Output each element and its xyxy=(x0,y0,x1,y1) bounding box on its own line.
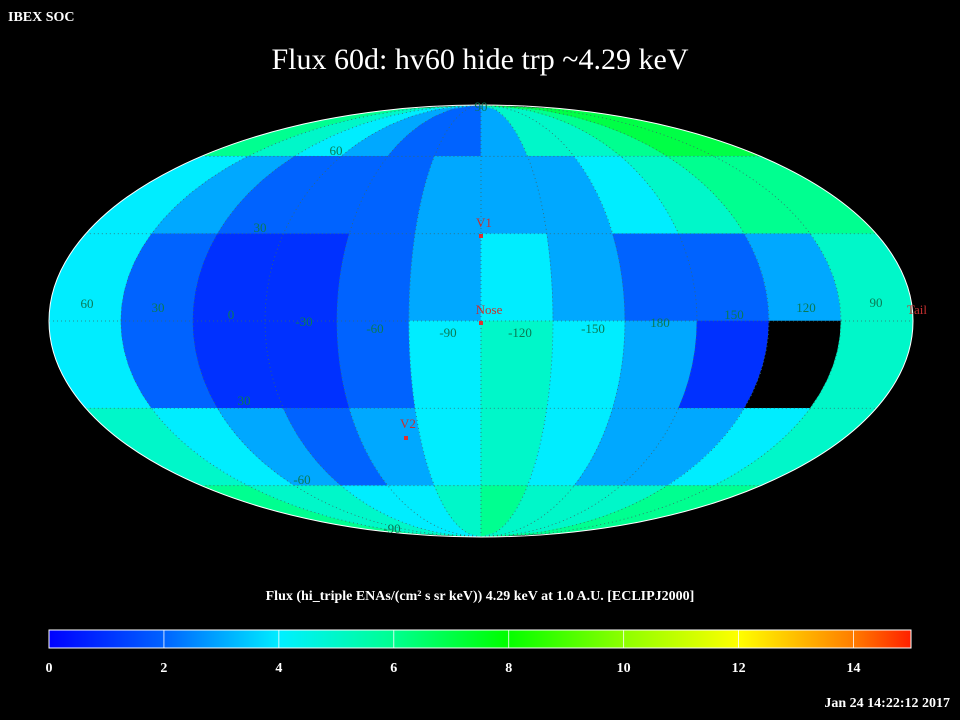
colorbar xyxy=(48,629,912,649)
lat-label: -90 xyxy=(383,521,400,536)
marker-label: V2 xyxy=(400,416,416,431)
lon-label: -150 xyxy=(581,321,605,336)
lon-label: 0 xyxy=(228,307,235,322)
lon-label: -60 xyxy=(366,321,383,336)
org-label: IBEX SOC xyxy=(8,10,75,25)
marker-dot xyxy=(404,436,408,440)
map-title: Flux 60d: hv60 hide trp ~4.29 keV xyxy=(271,43,688,76)
marker-label: Tail xyxy=(907,302,927,317)
lon-label: -120 xyxy=(508,325,532,340)
colorbar-title: Flux (hi_triple ENAs/(cm² s sr keV)) 4.2… xyxy=(266,589,695,604)
marker-dot xyxy=(479,234,483,238)
graticule-line xyxy=(336,104,482,538)
marker-label: Nose xyxy=(476,302,503,317)
lon-label: 120 xyxy=(796,300,816,315)
lon-label: -30 xyxy=(295,314,312,329)
lat-label: 90 xyxy=(475,99,488,114)
lat-label: 60 xyxy=(330,143,343,158)
lon-label: 30 xyxy=(152,300,165,315)
timestamp: Jan 24 14:22:12 2017 xyxy=(824,696,950,711)
graticule: 60 30 0 -30 -60 -90 -120 -150 180 150 120 90 90 60 30 3… xyxy=(48,99,927,538)
lon-label: -90 xyxy=(439,325,456,340)
graticule-line xyxy=(120,104,482,538)
marker-dot xyxy=(479,321,483,325)
marker-label: V1 xyxy=(476,215,492,230)
colorbar-tick-label: 12 xyxy=(732,661,746,676)
lon-label: 180 xyxy=(650,315,670,330)
colorbar-tick-label: 4 xyxy=(275,661,282,676)
lon-label: 60 xyxy=(81,296,94,311)
flux-cell xyxy=(336,233,416,322)
colorbar-tick-label: 8 xyxy=(505,661,512,676)
lat-label: 30 xyxy=(254,220,267,235)
map-outline xyxy=(48,104,914,538)
lat-label: 30 xyxy=(238,393,251,408)
colorbar-tick-label: 0 xyxy=(46,661,53,676)
lon-label: 90 xyxy=(870,295,883,310)
colorbar-tick-label: 14 xyxy=(847,661,861,676)
lat-label: -60 xyxy=(293,472,310,487)
colorbar-tick-label: 10 xyxy=(617,661,631,676)
sky-map xyxy=(49,105,913,537)
colorbar-tick-label: 2 xyxy=(160,661,167,676)
flux-cell xyxy=(408,233,482,322)
colorbar-tick-label: 6 xyxy=(390,661,397,676)
lon-label: 150 xyxy=(724,307,744,322)
flux-cell xyxy=(546,233,626,322)
